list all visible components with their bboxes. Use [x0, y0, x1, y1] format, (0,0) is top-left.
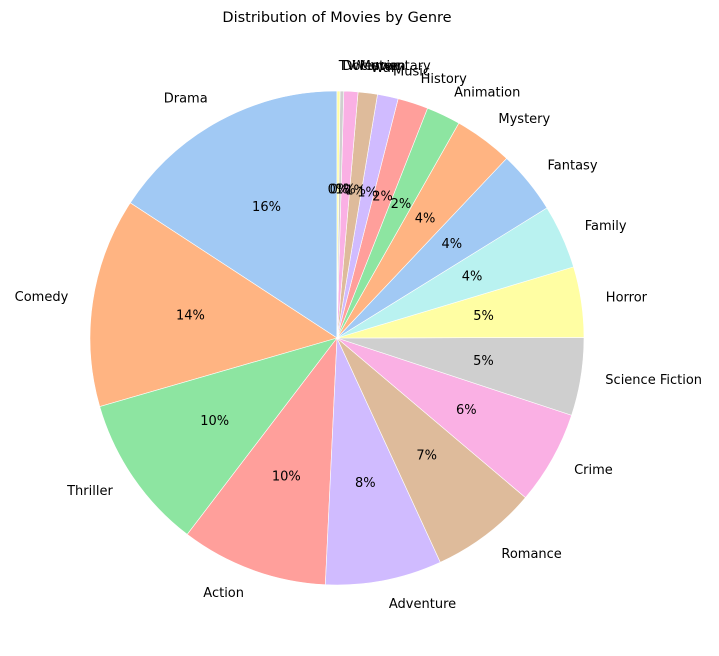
- slice-label-horror: Horror: [606, 291, 648, 306]
- percent-label-animation: 2%: [391, 197, 412, 212]
- percent-label-comedy: 14%: [176, 309, 205, 324]
- percent-label-drama: 16%: [252, 200, 281, 215]
- slice-label-drama: Drama: [164, 92, 208, 107]
- percent-label-action: 10%: [272, 470, 301, 485]
- pie-slices: [89, 90, 585, 586]
- pie-slice-tv-movie: [336, 90, 341, 339]
- percent-label-tv-movie: 0%: [328, 182, 349, 197]
- percent-label-documentary: 0%: [330, 182, 351, 197]
- slice-label-documentary: Documentary: [342, 59, 431, 74]
- percent-label-mystery: 4%: [415, 211, 436, 226]
- slice-label-tv-movie: TV Movie: [338, 59, 398, 74]
- slice-label-crime: Crime: [574, 463, 613, 478]
- percent-label-fantasy: 4%: [441, 237, 462, 252]
- chart-title: Distribution of Movies by Genre: [222, 10, 451, 26]
- slice-label-war: War: [371, 61, 397, 76]
- slice-label-mystery: Mystery: [498, 112, 550, 127]
- slice-label-adventure: Adventure: [389, 597, 456, 612]
- slice-label-music: Music: [393, 65, 430, 80]
- percent-label-western: 1%: [335, 183, 356, 198]
- slice-label-animation: Animation: [454, 85, 520, 100]
- percent-label-adventure: 8%: [355, 476, 376, 491]
- pie-slice-thriller: [99, 337, 338, 535]
- percent-label-crime: 6%: [456, 403, 477, 418]
- pie-slice-adventure: [325, 337, 441, 586]
- slice-label-fantasy: Fantasy: [548, 159, 598, 174]
- slice-label-comedy: Comedy: [15, 290, 69, 305]
- percent-label-family: 4%: [462, 270, 483, 285]
- pie-percent-labels: 16%14%10%10% 8%7%6%5%5%4%4%4%2%2%1%1%1%0%…: [176, 182, 494, 491]
- pie-slice-action: [186, 337, 338, 586]
- percent-label-romance: 7%: [416, 449, 437, 464]
- slice-label-history: History: [421, 72, 468, 87]
- slice-label-action: Action: [203, 586, 244, 601]
- pie-slice-drama: [129, 90, 338, 339]
- percent-label-horror: 5%: [473, 309, 494, 324]
- percent-label-history: 2%: [372, 190, 393, 205]
- percent-label-thriller: 10%: [200, 414, 229, 429]
- percent-label-war: 1%: [345, 184, 366, 199]
- slice-label-family: Family: [585, 219, 627, 234]
- slice-label-romance: Romance: [501, 547, 561, 562]
- percent-label-science-fiction: 5%: [473, 354, 494, 369]
- slice-label-western: Western: [352, 59, 405, 74]
- slice-label-thriller: Thriller: [66, 484, 113, 499]
- percent-label-music: 1%: [357, 186, 378, 201]
- pie-labels: Drama Comedy Thriller Action Adventure Romanc…: [15, 59, 702, 612]
- pie-slice-romance: [336, 337, 526, 563]
- slice-label-science-fiction: Science Fiction: [605, 373, 702, 388]
